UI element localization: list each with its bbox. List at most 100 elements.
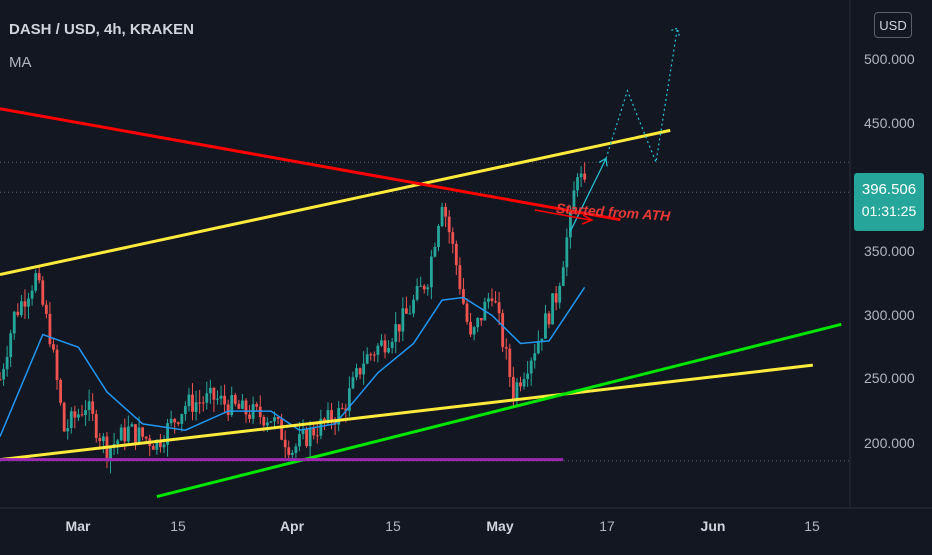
currency-button[interactable]: USD	[874, 12, 912, 38]
candle-body	[536, 341, 540, 354]
candle-body	[62, 402, 66, 432]
candle-body	[5, 356, 9, 370]
candle-body	[262, 416, 266, 426]
x-tick-label: 15	[170, 518, 186, 534]
candle-body	[73, 411, 77, 418]
candle-body	[390, 341, 394, 349]
candle-body	[55, 349, 59, 381]
candle-body	[451, 232, 455, 244]
candle-body	[369, 354, 373, 356]
candle-body	[191, 394, 194, 412]
candle-body	[344, 408, 348, 411]
projection-arrowhead	[671, 27, 680, 37]
candle-body	[248, 414, 251, 419]
candle-body	[340, 407, 344, 409]
candle-body	[137, 427, 141, 444]
candle-body	[66, 428, 70, 432]
candle-body	[9, 333, 13, 357]
candle-body	[429, 256, 433, 288]
candle-body	[383, 340, 387, 353]
candle-body	[0, 379, 2, 381]
candle-body	[98, 437, 102, 442]
candle-body	[533, 353, 537, 361]
candle-body	[511, 376, 515, 400]
candle-body	[16, 311, 20, 316]
candle-body	[283, 439, 287, 448]
candle-body	[273, 417, 276, 422]
candle-body	[276, 417, 280, 419]
candle-body	[358, 368, 362, 375]
candle-body	[572, 190, 576, 210]
candle-body	[265, 422, 269, 426]
candle-body	[187, 394, 191, 407]
candle-body	[558, 285, 562, 303]
candle-body	[87, 401, 91, 410]
candle-body	[116, 440, 120, 445]
candle-body	[576, 177, 579, 191]
candle-body	[462, 289, 465, 304]
candle-body	[166, 423, 169, 445]
candle-body	[554, 293, 558, 303]
projection-path	[605, 28, 678, 165]
candle-body	[401, 308, 405, 332]
candle-body	[109, 447, 112, 461]
candle-body	[48, 313, 52, 345]
candle-body	[80, 414, 84, 416]
candle-body	[223, 395, 226, 405]
candle-body	[205, 393, 209, 403]
candle-body	[19, 301, 23, 316]
candle-body	[91, 401, 95, 414]
candle-body	[194, 402, 198, 412]
candle-body	[515, 382, 519, 400]
candle-body	[173, 418, 177, 423]
candle-body	[454, 243, 458, 266]
candle-body	[219, 395, 223, 399]
candle-body	[380, 340, 383, 346]
candle-body	[41, 280, 45, 305]
candle-body	[212, 387, 216, 400]
candle-body	[216, 398, 219, 400]
candle-body	[77, 414, 80, 418]
candle-body	[583, 173, 587, 180]
symbol-title[interactable]: DASH / USD, 4h, KRAKEN	[9, 21, 195, 38]
candle-body	[298, 434, 301, 447]
candle-body	[565, 237, 569, 268]
candle-body	[241, 400, 244, 409]
candle-body	[144, 436, 148, 439]
candle-body	[130, 424, 134, 427]
indicator-legend-ma[interactable]: MA	[9, 54, 32, 71]
candle-body	[59, 380, 63, 403]
candle-body	[290, 452, 294, 455]
candle-body	[315, 435, 319, 437]
candle-body	[101, 436, 105, 442]
candle-body	[37, 273, 41, 281]
candle-body	[365, 354, 369, 364]
y-tick-label: 500.000	[864, 51, 915, 67]
candle-body	[458, 265, 462, 290]
candle-body	[544, 313, 547, 339]
last-price-value: 396.506	[861, 181, 917, 198]
candle-body	[519, 382, 522, 387]
y-tick-label: 300.000	[864, 307, 915, 323]
candle-body	[305, 429, 308, 447]
candle-body	[323, 418, 326, 422]
candle-body	[44, 304, 48, 314]
x-tick-label: May	[486, 518, 514, 534]
candle-body	[497, 302, 501, 314]
y-tick-label: 350.000	[864, 243, 915, 259]
candle-body	[176, 422, 180, 424]
candle-body	[123, 427, 127, 442]
candle-body	[12, 311, 16, 334]
trendline-yellow	[0, 128, 671, 277]
candle-body	[433, 246, 437, 257]
projection-arrow	[569, 158, 607, 232]
x-tick-label: Mar	[65, 518, 91, 534]
candle-body	[337, 407, 341, 425]
candle-body	[419, 285, 423, 287]
candle-body	[180, 414, 184, 424]
candle-body	[159, 440, 162, 448]
candle-body	[34, 273, 38, 291]
candle-body	[347, 388, 351, 411]
